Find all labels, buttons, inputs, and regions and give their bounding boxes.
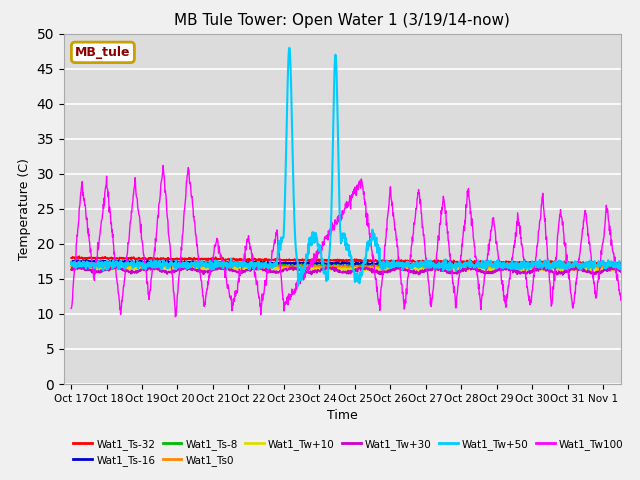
Wat1_Tw+30 <box>226 267 234 273</box>
Wat1_Ts0 <box>117 262 125 267</box>
Wat1_Tw+50 <box>545 261 552 266</box>
Wat1_Tw+50 <box>176 264 184 270</box>
Wat1_Tw+10 <box>483 265 491 271</box>
Wat1_Tw100 <box>177 252 185 257</box>
Line: Wat1_Tw+30: Wat1_Tw+30 <box>71 266 621 275</box>
Legend: Wat1_Ts-32, Wat1_Ts-16, Wat1_Ts-8, Wat1_Ts0, Wat1_Tw+10, Wat1_Tw+30, Wat1_Tw+50,: Wat1_Ts-32, Wat1_Ts-16, Wat1_Ts-8, Wat1_… <box>69 435 628 470</box>
Wat1_Ts-32 <box>226 256 234 262</box>
Title: MB Tule Tower: Open Water 1 (3/19/14-now): MB Tule Tower: Open Water 1 (3/19/14-now… <box>175 13 510 28</box>
Wat1_Ts0 <box>617 265 625 271</box>
Wat1_Ts-16 <box>177 259 184 264</box>
Line: Wat1_Ts0: Wat1_Ts0 <box>71 264 621 270</box>
Wat1_Ts-16 <box>483 262 491 268</box>
Line: Wat1_Ts-8: Wat1_Ts-8 <box>71 264 621 269</box>
Wat1_Tw+30 <box>545 266 552 272</box>
Wat1_Ts-8 <box>67 261 75 266</box>
Wat1_Tw+50 <box>276 243 284 249</box>
Wat1_Tw+10 <box>166 265 174 271</box>
Wat1_Ts-32 <box>483 259 491 264</box>
Wat1_Tw+30 <box>166 269 173 275</box>
Wat1_Ts-32 <box>67 255 75 261</box>
Wat1_Tw+30 <box>395 263 403 269</box>
Wat1_Tw100 <box>617 298 625 303</box>
Wat1_Ts-8 <box>545 266 553 272</box>
Wat1_Ts-32 <box>76 253 83 259</box>
Wat1_Ts-16 <box>545 262 552 268</box>
Wat1_Tw+30 <box>617 269 625 275</box>
Wat1_Tw100 <box>67 305 75 311</box>
Wat1_Ts-8 <box>166 263 173 269</box>
Line: Wat1_Ts-16: Wat1_Ts-16 <box>71 260 621 267</box>
Wat1_Ts-8 <box>544 264 552 270</box>
Wat1_Ts0 <box>67 264 75 269</box>
Wat1_Tw100 <box>172 314 179 320</box>
Wat1_Ts-8 <box>483 263 491 269</box>
Wat1_Ts-16 <box>605 264 612 270</box>
Wat1_Tw100 <box>484 251 492 257</box>
Wat1_Tw+50 <box>166 263 173 269</box>
Line: Wat1_Ts-32: Wat1_Ts-32 <box>71 256 621 264</box>
Wat1_Ts0 <box>177 264 184 270</box>
Wat1_Ts-8 <box>617 264 625 269</box>
Wat1_Tw+10 <box>545 265 552 271</box>
Wat1_Ts-16 <box>83 257 90 263</box>
Line: Wat1_Tw+10: Wat1_Tw+10 <box>71 266 621 272</box>
Wat1_Ts-16 <box>617 264 625 269</box>
Wat1_Ts0 <box>226 263 234 269</box>
X-axis label: Time: Time <box>327 409 358 422</box>
Wat1_Tw+50 <box>484 260 492 265</box>
Y-axis label: Temperature (C): Temperature (C) <box>18 158 31 260</box>
Wat1_Ts-8 <box>176 263 184 268</box>
Wat1_Tw+50 <box>294 283 302 288</box>
Wat1_Ts-16 <box>166 259 174 264</box>
Wat1_Ts0 <box>166 264 174 269</box>
Wat1_Ts-32 <box>166 256 174 262</box>
Wat1_Tw+30 <box>67 267 75 273</box>
Wat1_Ts-32 <box>617 260 625 265</box>
Wat1_Tw100 <box>545 265 552 271</box>
Wat1_Tw100 <box>276 265 284 271</box>
Wat1_Tw+50 <box>226 264 234 270</box>
Wat1_Tw+10 <box>276 265 284 271</box>
Wat1_Tw+50 <box>67 259 75 265</box>
Wat1_Ts-16 <box>276 260 284 266</box>
Wat1_Ts0 <box>481 267 489 273</box>
Wat1_Ts0 <box>276 263 284 268</box>
Wat1_Ts-32 <box>611 262 619 267</box>
Wat1_Tw100 <box>166 243 174 249</box>
Wat1_Tw+50 <box>617 263 625 269</box>
Wat1_Tw+30 <box>176 267 184 273</box>
Wat1_Tw100 <box>159 163 167 168</box>
Wat1_Ts0 <box>484 265 492 271</box>
Wat1_Tw100 <box>227 295 234 300</box>
Wat1_Tw+10 <box>67 267 75 273</box>
Wat1_Tw+30 <box>483 269 491 275</box>
Wat1_Tw+10 <box>177 265 184 271</box>
Wat1_Tw+10 <box>158 264 166 269</box>
Wat1_Tw+30 <box>559 272 566 278</box>
Wat1_Ts0 <box>545 265 552 271</box>
Wat1_Ts-16 <box>67 259 75 265</box>
Wat1_Tw+30 <box>276 269 284 275</box>
Wat1_Ts-16 <box>226 259 234 264</box>
Wat1_Tw+10 <box>226 267 234 273</box>
Text: MB_tule: MB_tule <box>75 46 131 59</box>
Wat1_Tw+10 <box>525 269 532 275</box>
Wat1_Ts-32 <box>276 256 284 262</box>
Line: Wat1_Tw+50: Wat1_Tw+50 <box>71 48 621 286</box>
Wat1_Tw+50 <box>285 45 293 51</box>
Wat1_Ts-32 <box>177 255 184 261</box>
Line: Wat1_Tw100: Wat1_Tw100 <box>71 166 621 317</box>
Wat1_Ts-8 <box>226 262 234 268</box>
Wat1_Ts-32 <box>545 259 552 265</box>
Wat1_Tw+10 <box>617 268 625 274</box>
Wat1_Ts-8 <box>276 262 284 268</box>
